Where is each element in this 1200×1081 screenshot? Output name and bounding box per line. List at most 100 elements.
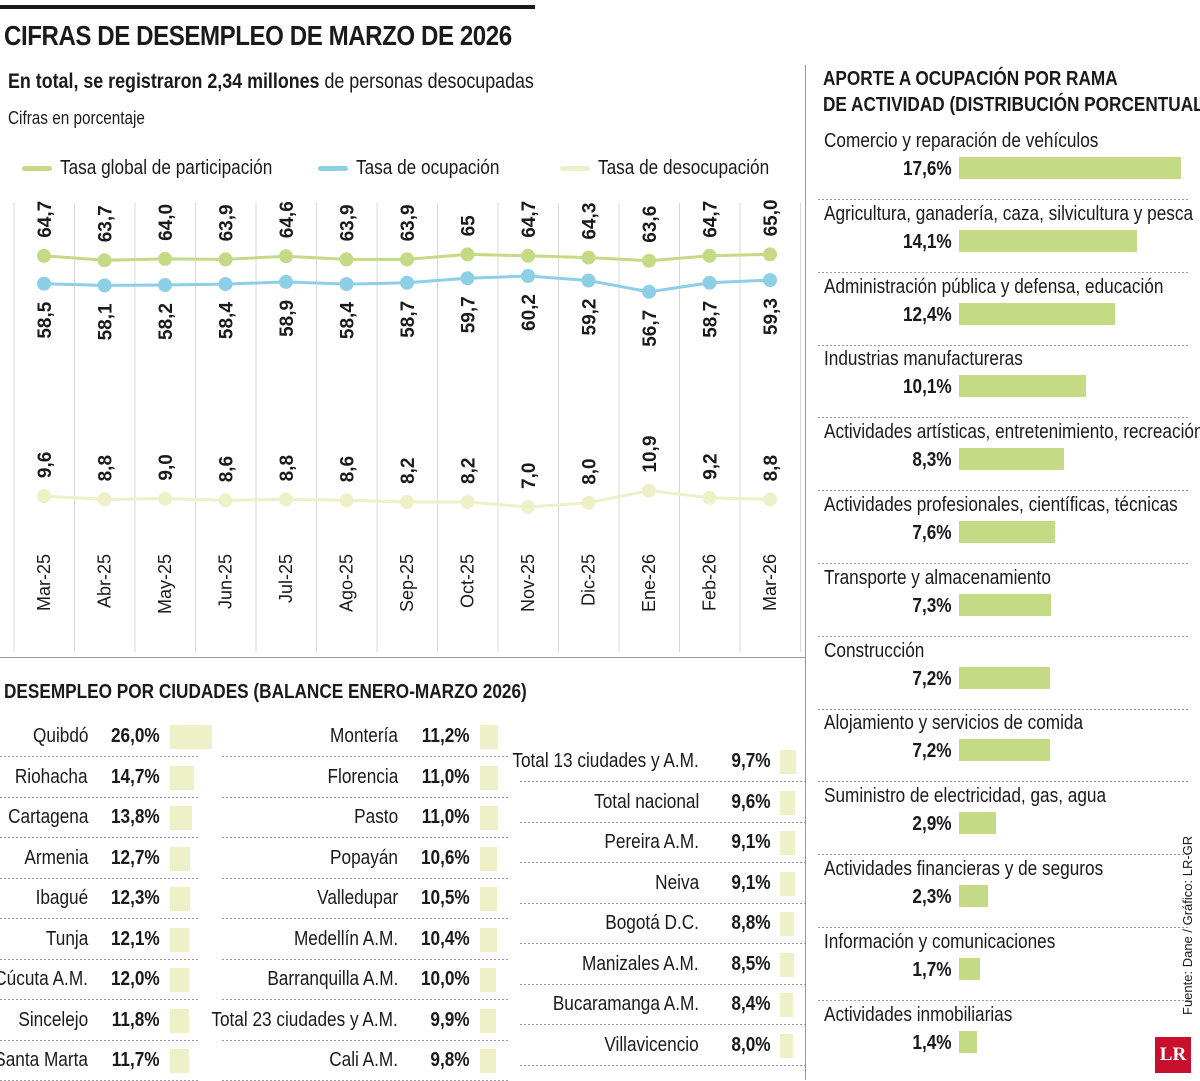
sector-row: Industrias manufactureras 10,1%	[818, 346, 1190, 419]
city-bar	[780, 993, 794, 1017]
city-value: 11,0%	[422, 806, 470, 828]
row-separator	[222, 877, 508, 879]
city-bar	[170, 887, 190, 911]
data-point	[702, 490, 717, 505]
row-separator	[520, 943, 808, 944]
row-separator	[0, 1039, 198, 1041]
city-value: 8,8%	[731, 912, 771, 934]
row-separator	[818, 563, 1190, 564]
data-point	[37, 248, 51, 263]
legend-label-participation: Tasa global de participación	[60, 156, 273, 179]
source-credit: Fuente: Dane / Gráfico: LR-GR	[1180, 835, 1195, 1015]
sector-row: Información y comunicaciones 1,7%	[818, 929, 1190, 1001]
city-value: 9,9%	[430, 1008, 470, 1031]
city-bar	[780, 952, 794, 977]
data-point	[702, 275, 717, 290]
city-name: Sincelejo	[18, 1008, 88, 1031]
city-row: Tunja 12,1%	[0, 918, 217, 960]
row-separator	[0, 756, 198, 757]
row-separator	[818, 344, 1190, 346]
city-value: 13,8%	[111, 806, 160, 828]
data-label: 9,0	[156, 454, 177, 480]
city-name: Cartagena	[7, 806, 88, 828]
data-label: 64,0	[156, 204, 177, 241]
data-label: 9,6	[35, 452, 56, 478]
sector-name: Actividades financieras y de seguros	[824, 858, 1104, 880]
data-point	[158, 251, 172, 266]
legend-item-occupation: Tasa de ocupación	[318, 155, 523, 181]
city-value: 10,5%	[421, 887, 470, 909]
city-bar	[780, 871, 795, 896]
data-label: 8,8	[761, 455, 782, 481]
lr-logo: LR	[1155, 1037, 1191, 1073]
city-name: Pasto	[354, 806, 398, 828]
units-note: Cifras en porcentaje	[8, 108, 145, 128]
city-bar	[480, 725, 498, 749]
data-point	[158, 278, 172, 292]
sector-row: Actividades inmobiliarias 1,4%	[818, 1002, 1190, 1074]
city-row: Manizales A.M. 8,5%	[520, 943, 808, 985]
data-point	[521, 500, 535, 514]
data-label: 8,6	[217, 456, 238, 482]
city-name: Santa Marta	[0, 1049, 88, 1071]
sector-bar	[959, 1030, 977, 1053]
row-separator	[0, 837, 198, 838]
sector-row: Construcción 7,2%	[818, 638, 1190, 710]
legend-swatch-unemployment	[560, 165, 590, 171]
row-separator	[520, 902, 808, 904]
data-point	[581, 273, 596, 288]
data-label: 58,1	[96, 303, 117, 340]
sector-value: 2,9%	[912, 813, 952, 836]
x-tick-label: Jul-25	[276, 554, 296, 603]
data-label: 58,4	[338, 302, 359, 339]
subtitle-text: de personas desocupadas	[319, 70, 534, 93]
city-name: Neiva	[655, 871, 699, 894]
data-label: 65	[459, 215, 480, 237]
sector-bar	[959, 375, 1087, 398]
data-point	[400, 252, 414, 267]
sector-bar	[959, 229, 1137, 252]
city-row: Valledupar 10,5%	[222, 877, 508, 919]
city-name: Armenia	[23, 846, 88, 869]
row-separator	[818, 635, 1190, 637]
city-bar	[170, 765, 194, 790]
data-point	[642, 284, 656, 299]
data-point	[642, 253, 656, 268]
data-label: 8,8	[96, 455, 117, 481]
sector-value: 7,6%	[912, 522, 952, 544]
data-label: 63,9	[217, 204, 238, 241]
subtitle: En total, se registraron 2,34 millones d…	[8, 70, 534, 94]
x-tick-label: Jun-25	[216, 554, 236, 609]
row-separator	[222, 796, 508, 798]
sector-bar	[959, 302, 1116, 325]
sector-bar	[959, 957, 981, 980]
legend-item-participation: Tasa global de participación	[22, 155, 307, 181]
row-separator	[0, 958, 198, 960]
row-separator	[222, 837, 508, 838]
city-bar	[480, 927, 497, 952]
city-name: Medellín A.M.	[293, 927, 398, 950]
legend-label-occupation: Tasa de ocupación	[356, 156, 500, 179]
city-bar	[480, 1008, 496, 1033]
city-value: 9,1%	[731, 831, 771, 853]
sector-row: Agricultura, ganadería, caza, silvicultu…	[818, 201, 1193, 273]
city-name: Villavicencio	[604, 1033, 699, 1056]
sector-title-line-1: APORTE A OCUPACIÓN POR RAMA	[823, 68, 1118, 90]
city-bar	[170, 927, 190, 952]
city-bar	[780, 750, 796, 774]
city-row: Bogotá D.C. 8,8%	[520, 902, 808, 944]
city-name: Ibagué	[35, 887, 88, 909]
data-point	[763, 492, 777, 507]
sector-name: Industrias manufactureras	[824, 348, 1023, 371]
city-row: Pasto 11,0%	[222, 796, 508, 838]
data-point	[763, 273, 777, 288]
row-separator	[520, 781, 808, 782]
city-name: Tunja	[45, 927, 88, 950]
city-bar	[480, 968, 496, 992]
sector-row: Transporte y almacenamiento 7,3%	[818, 565, 1190, 637]
city-name: Florencia	[327, 765, 398, 788]
data-label: 64,7	[701, 201, 722, 238]
data-point	[702, 248, 717, 263]
sector-row: Actividades financieras y de seguros 2,3%	[818, 856, 1190, 928]
data-label: 63,7	[96, 205, 117, 242]
